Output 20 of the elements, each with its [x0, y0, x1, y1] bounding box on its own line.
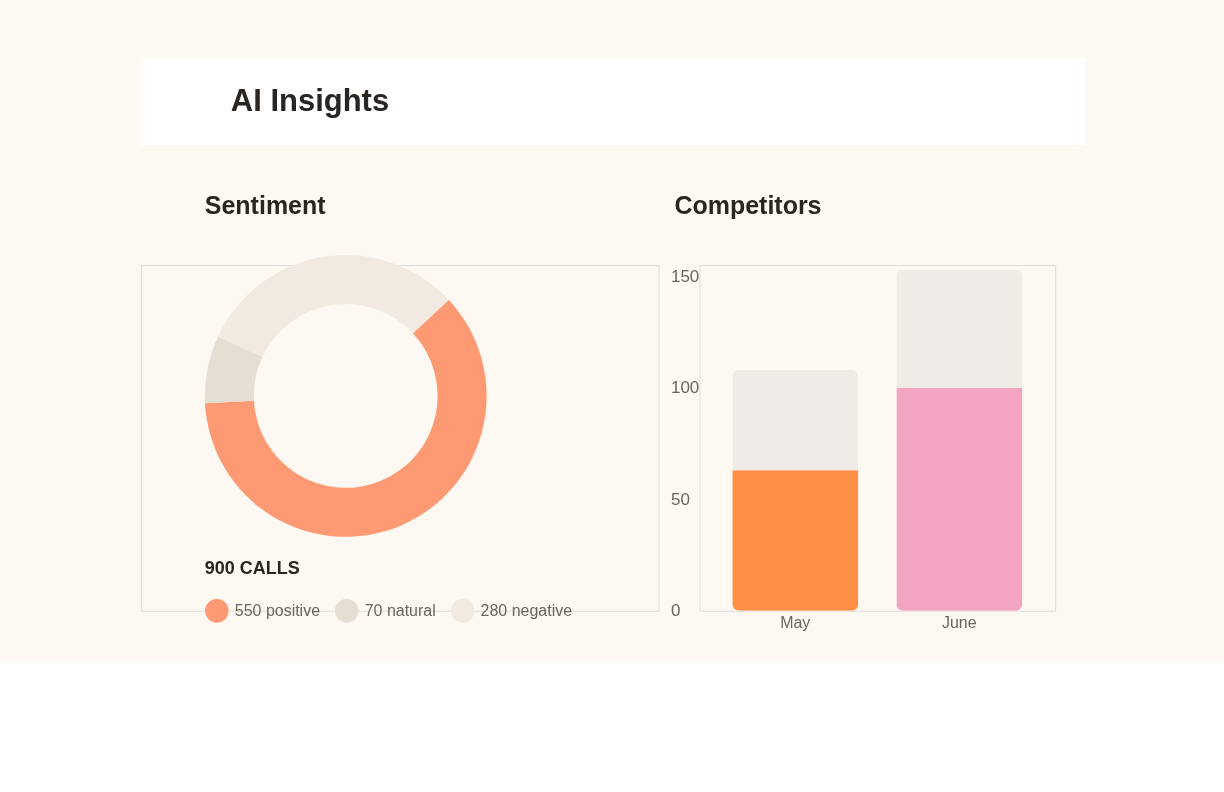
donut-slice: [205, 299, 487, 537]
legend-label: 280 negative: [480, 601, 573, 619]
x-tick-label: May: [780, 614, 811, 632]
y-tick-label: 50: [670, 489, 690, 509]
text: AI Insights: [230, 83, 390, 119]
legend-label: 70 natural: [364, 601, 436, 619]
bar: [732, 470, 859, 611]
chart-title: Sentiment: [204, 191, 327, 220]
bar: [896, 269, 1023, 388]
bar: [896, 387, 1023, 611]
y-tick-label: 100: [670, 378, 700, 398]
donut-slice: [218, 255, 449, 358]
y-tick-label: 150: [670, 266, 700, 286]
donut-slice: [205, 336, 263, 404]
y-tick-label: 0: [670, 601, 681, 621]
legend-title: 900 CALLS: [204, 557, 300, 578]
bar: [732, 369, 859, 471]
chart-title: Competitors: [674, 191, 822, 220]
legend-label: 550 positive: [234, 601, 321, 619]
x-tick-label: June: [942, 614, 977, 632]
